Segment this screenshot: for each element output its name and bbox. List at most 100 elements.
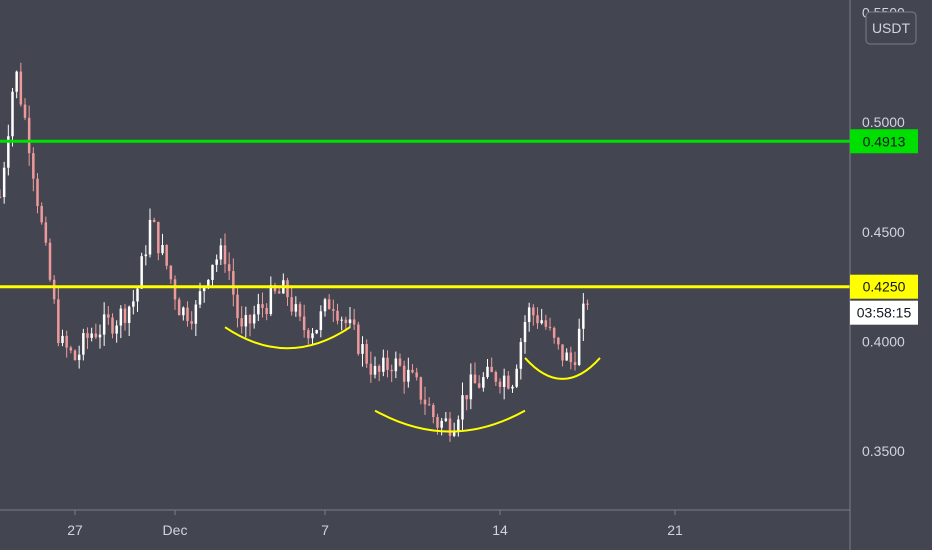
time-tick-label: 7: [321, 522, 329, 538]
candle-body: [548, 326, 552, 328]
candle-body: [144, 254, 148, 257]
candle-body: [352, 319, 356, 325]
candle-body: [569, 352, 573, 363]
candle-body: [344, 319, 348, 324]
candle-body: [161, 244, 164, 254]
candle-body: [215, 259, 218, 265]
candle-body: [248, 315, 252, 324]
candle-body: [515, 368, 518, 387]
candle-body: [390, 369, 393, 372]
candle-body: [152, 219, 156, 222]
candle-body: [536, 315, 539, 324]
pattern-arcs: [224, 326, 601, 433]
candle-body: [327, 299, 331, 310]
candle-body: [457, 419, 460, 431]
candle-body: [586, 303, 589, 305]
candle-body: [373, 365, 377, 375]
candle-body: [82, 333, 85, 355]
currency-button-box: [865, 11, 917, 45]
candle-body: [290, 297, 293, 312]
candle-body: [552, 327, 556, 338]
candle-body: [7, 136, 10, 168]
level-badge-label: 0.4250: [863, 279, 906, 295]
candle-body: [311, 333, 314, 339]
candle-body: [107, 314, 110, 318]
candles-layer: [0, 62, 589, 442]
countdown-badge: [850, 300, 918, 325]
candle-body: [398, 358, 402, 366]
candle-body: [286, 280, 289, 298]
candle-body: [277, 291, 281, 294]
candle-body: [461, 395, 464, 420]
candle-body: [77, 354, 81, 361]
candle-body: [477, 383, 481, 388]
candle-body: [332, 309, 335, 311]
candle-body: [377, 365, 381, 372]
candle-body: [165, 244, 168, 266]
candle-body: [269, 285, 273, 315]
price-tick-label: 0.4000: [862, 334, 905, 350]
candle-body: [527, 307, 531, 323]
candle-body: [582, 303, 585, 329]
candle-body: [119, 308, 123, 326]
time-tick-label: 21: [667, 522, 683, 538]
time-axis[interactable]: 27 Dec 7 14 21: [67, 510, 683, 538]
candle-body: [577, 328, 581, 365]
candle-body: [52, 279, 56, 300]
candle-body: [490, 366, 493, 373]
candle-body: [177, 299, 181, 316]
candle-body: [507, 375, 510, 389]
head-arc: [374, 409, 526, 433]
currency-button[interactable]: USDT: [865, 11, 917, 45]
candle-body: [69, 347, 73, 351]
candle-body: [452, 430, 456, 436]
candle-body: [198, 291, 202, 305]
candle-body: [102, 314, 106, 335]
candle-body: [261, 304, 264, 308]
candle-body: [273, 285, 277, 292]
candle-body: [36, 178, 39, 207]
candle-body: [227, 264, 231, 272]
candle-body: [11, 91, 14, 137]
candle-body: [423, 399, 427, 405]
candle-body: [361, 344, 364, 354]
candle-body: [252, 314, 256, 324]
candle-body: [40, 206, 43, 223]
candle-body: [15, 71, 18, 92]
candle-body: [123, 308, 127, 323]
candle-body: [244, 315, 248, 327]
candle-body: [469, 374, 473, 400]
candle-body: [365, 344, 368, 364]
candle-body: [207, 279, 210, 287]
candle-body: [473, 374, 477, 384]
candle-body: [48, 242, 52, 280]
candle-body: [232, 271, 235, 295]
candle-body: [511, 386, 514, 389]
candle-body: [494, 372, 498, 382]
candle-body: [565, 352, 568, 361]
candle-body: [148, 219, 152, 255]
candle-body: [236, 294, 239, 319]
candle-body: [386, 357, 389, 370]
candle-body: [411, 369, 414, 373]
currency-label: USDT: [872, 20, 911, 36]
candle-body: [186, 307, 189, 322]
candle-body: [419, 377, 423, 400]
price-tick-label: 0.5000: [862, 114, 905, 130]
price-badges: 0.4913 0.4250 03:58:15: [850, 129, 918, 325]
countdown-label: 03:58:15: [857, 305, 912, 321]
candle-body: [98, 334, 102, 338]
candle-body: [486, 366, 489, 378]
candle-body: [202, 286, 206, 292]
candle-body: [498, 381, 502, 387]
candle-body: [73, 350, 77, 361]
candle-body: [2, 167, 6, 198]
candle-body: [315, 330, 318, 334]
candle-body: [23, 104, 27, 118]
candle-body: [182, 307, 185, 316]
candle-body: [357, 324, 360, 354]
candle-body: [140, 256, 143, 289]
horizontal-levels[interactable]: [0, 139, 850, 289]
